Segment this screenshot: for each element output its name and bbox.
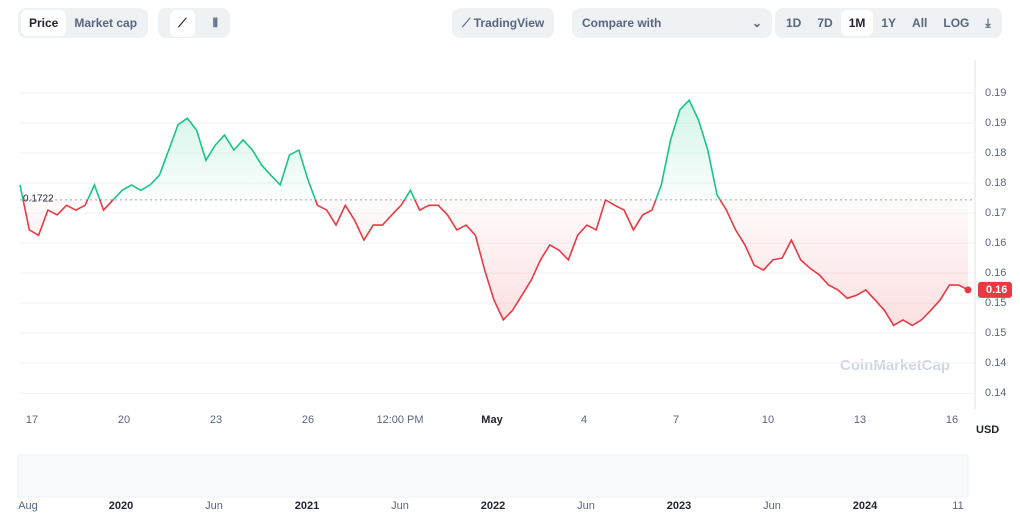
- candle-icon[interactable]: ⫴: [212, 15, 218, 30]
- download[interactable]: ⤓: [985, 15, 991, 30]
- y-tick-label: 0.16: [985, 237, 1006, 249]
- x-tick-label: 20: [118, 414, 130, 426]
- navigator-label: Jun: [391, 500, 409, 512]
- last-price-label: 0.16: [986, 284, 1007, 296]
- last-dot: [964, 286, 972, 294]
- y-tick-label: 0.19: [985, 87, 1006, 99]
- y-tick-label: 0.14: [985, 387, 1006, 399]
- navigator-label: Aug: [18, 500, 38, 512]
- navigator-label: 11: [952, 500, 963, 512]
- watermark: CoinMarketCap: [840, 357, 950, 374]
- y-tick-label: 0.15: [985, 327, 1006, 339]
- navigator-label: Jun: [577, 500, 595, 512]
- compare-select[interactable]: Compare with ⌄: [572, 8, 772, 38]
- navigator-label: 2024: [853, 500, 878, 512]
- price-line: [19, 98, 969, 327]
- navigator[interactable]: [17, 454, 969, 498]
- y-tick-label: 0.18: [985, 147, 1006, 159]
- line-icon[interactable]: ⟋: [170, 9, 195, 37]
- x-tick-label: 13: [854, 414, 866, 426]
- y-tick-label: 0.16: [985, 267, 1006, 279]
- navigator-label: 2021: [295, 500, 319, 512]
- tradingview-btn[interactable]: ⟋ TradingView: [452, 8, 555, 38]
- x-tick-label: 16: [946, 414, 958, 426]
- y-tick-label: 0.15: [985, 297, 1006, 309]
- x-tick-label: 4: [581, 414, 587, 426]
- price-area: [20, 100, 968, 326]
- tradingview-text: TradingView: [473, 16, 545, 30]
- navigator-label: Jun: [205, 500, 223, 512]
- log[interactable]: LOG: [943, 16, 970, 30]
- chart-type-group: ⟋ ⫴: [158, 8, 230, 38]
- y-tick-label: 0.18: [985, 177, 1006, 189]
- tab[interactable]: Market cap: [74, 16, 138, 30]
- tradingview-label: ⟋: [462, 15, 474, 30]
- reference-label: 0.1722: [23, 194, 54, 205]
- chevron: ⌄: [751, 16, 762, 30]
- range[interactable]: 1Y: [881, 16, 897, 30]
- navigator-label: 2020: [109, 500, 133, 512]
- y-tick-label: 0.17: [985, 207, 1006, 219]
- last-price-box: [978, 281, 1012, 298]
- x-tick-label: 7: [673, 414, 679, 426]
- x-tick-label: 17: [26, 414, 38, 426]
- x-tick-label: 26: [302, 414, 314, 426]
- navigator-label: 2022: [481, 500, 505, 512]
- compare-text: Compare with: [582, 16, 662, 30]
- x-tick-label: 12:00 PM: [376, 414, 423, 426]
- x-tick-label: May: [481, 414, 503, 426]
- range[interactable]: 1M: [840, 10, 874, 36]
- x-tick-label: 23: [210, 414, 222, 426]
- range-group: 1D 7D 1M 1Y All LOG ⤓: [775, 8, 1002, 38]
- tab[interactable]: Price: [21, 10, 67, 36]
- navigator-label: Jun: [763, 500, 781, 512]
- y-tick-label: 0.19: [985, 117, 1006, 129]
- range[interactable]: All: [912, 16, 928, 30]
- tab-group: Price Market cap: [18, 8, 149, 38]
- range[interactable]: 7D: [817, 16, 833, 30]
- currency: USD: [976, 424, 999, 436]
- range[interactable]: 1D: [786, 16, 802, 30]
- y-tick-label: 0.14: [985, 357, 1006, 369]
- navigator-label: 2023: [667, 500, 691, 512]
- x-tick-label: 10: [762, 414, 774, 426]
